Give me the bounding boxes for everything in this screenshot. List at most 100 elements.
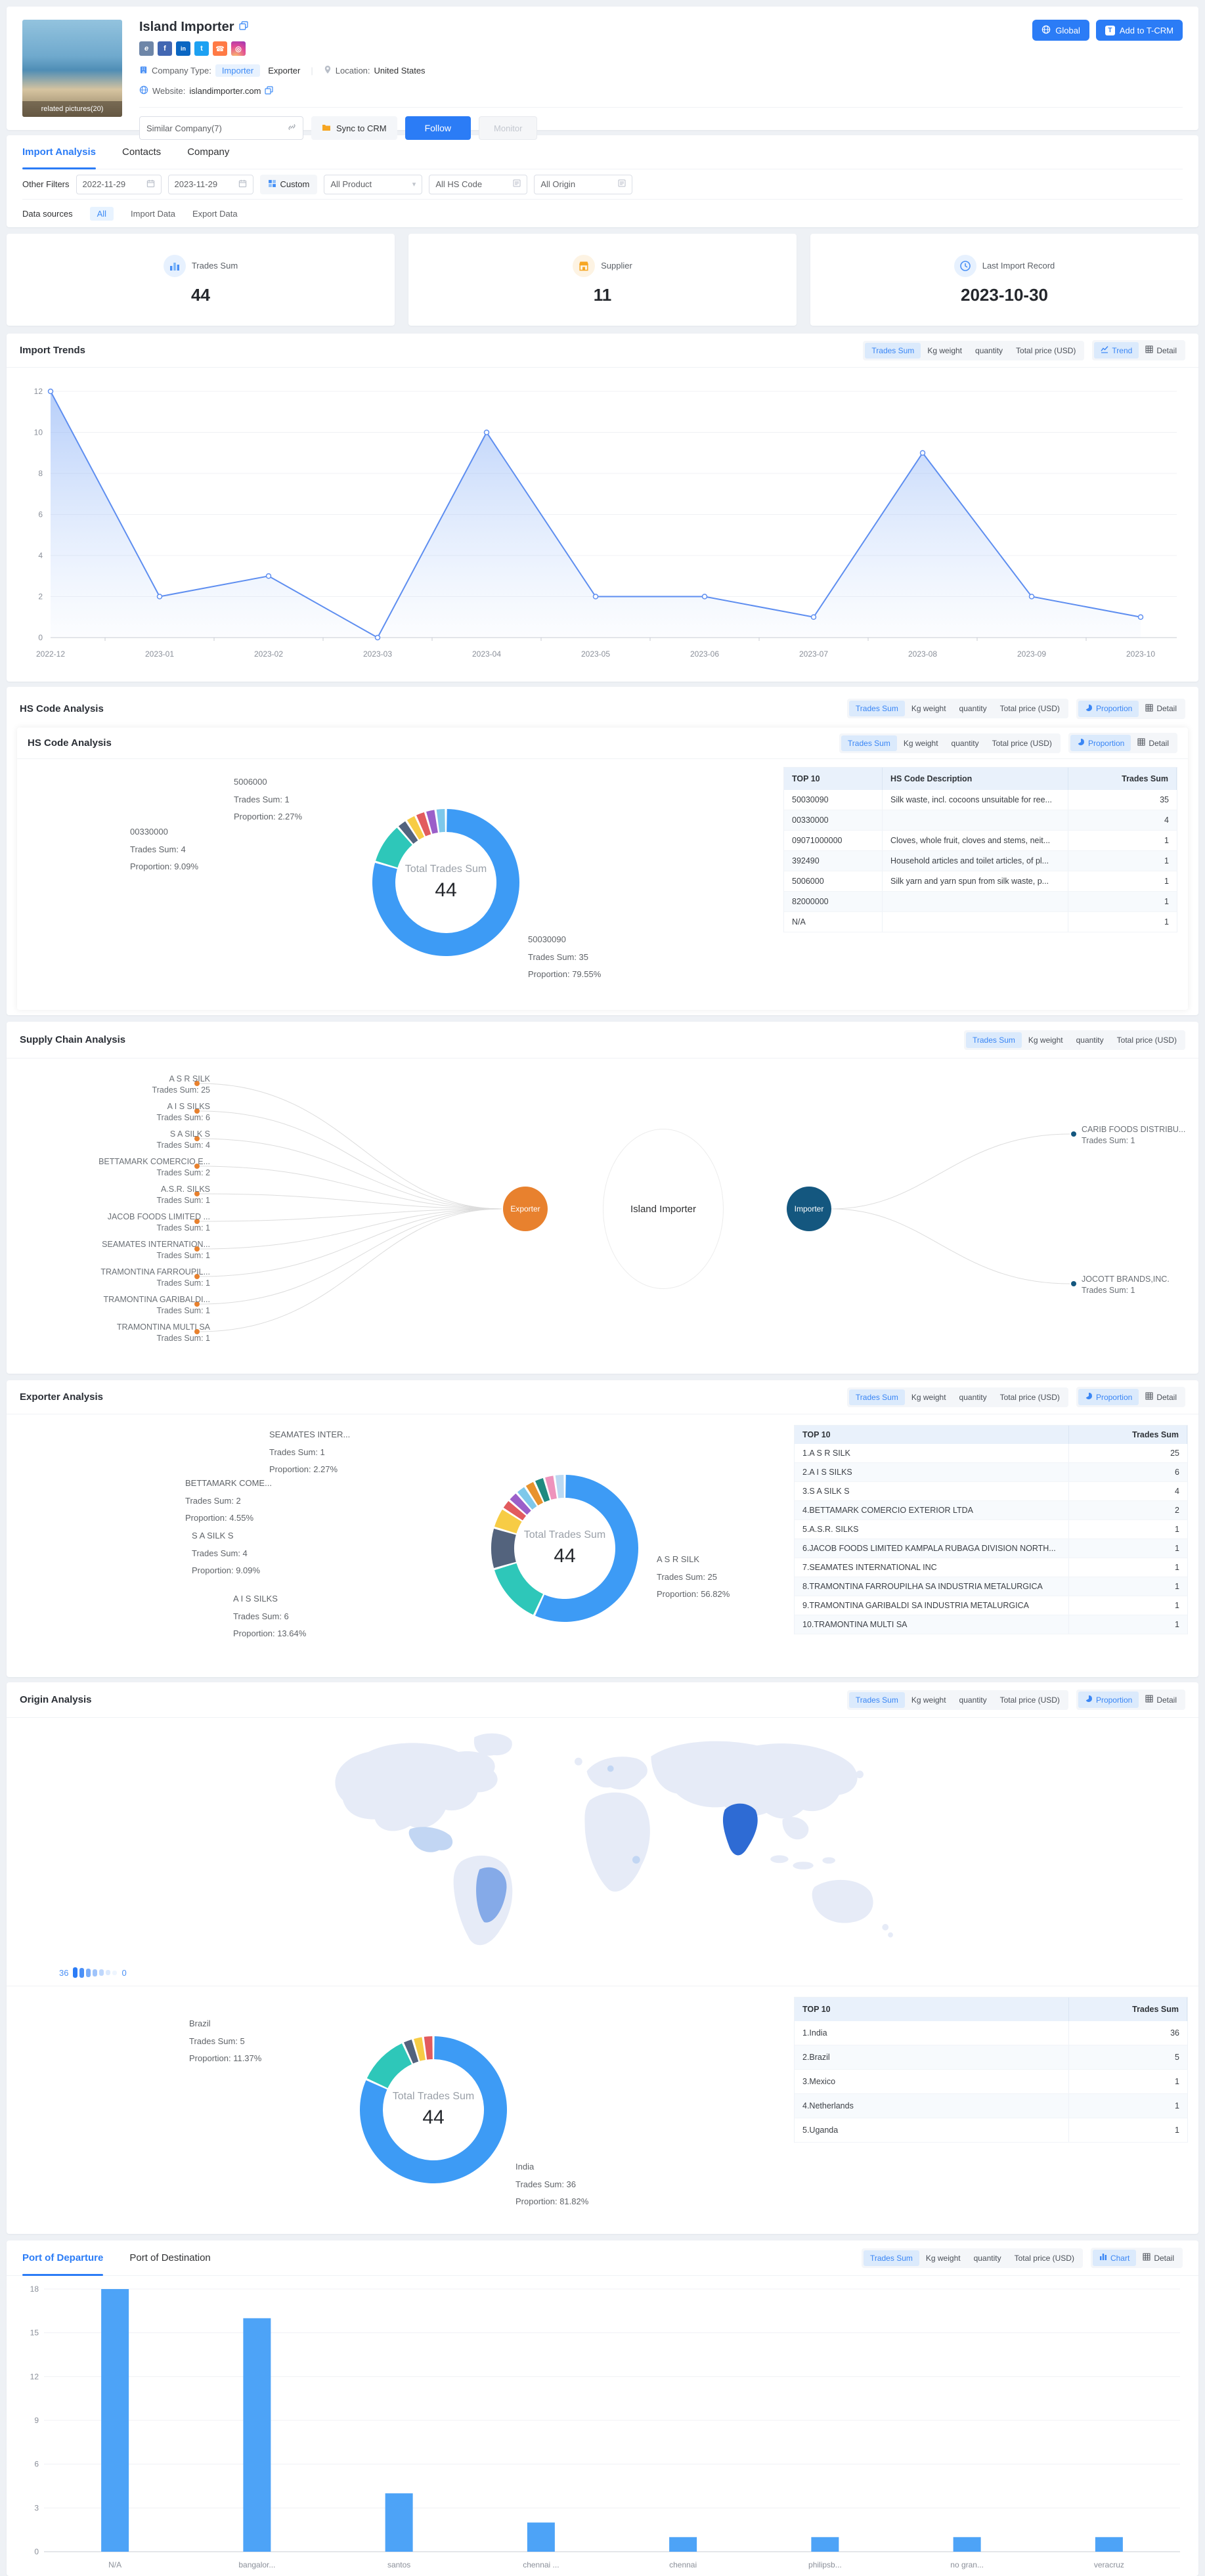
bar[interactable] <box>669 2537 697 2552</box>
copy-icon[interactable] <box>265 85 274 97</box>
source-export-data[interactable]: Export Data <box>192 208 238 219</box>
donut-slice[interactable] <box>491 1529 516 1568</box>
facebook-icon[interactable]: f <box>158 41 172 56</box>
donut-slice[interactable] <box>366 2043 412 2088</box>
view-btn-detail[interactable]: Detail <box>1139 1389 1183 1405</box>
website-social-icon[interactable]: e <box>139 41 154 56</box>
instagram-icon[interactable]: ◎ <box>231 41 246 56</box>
donut-slice[interactable] <box>555 1475 564 1498</box>
source-all[interactable]: All <box>89 206 114 221</box>
bar[interactable] <box>243 2318 271 2552</box>
metric-btn-quantity[interactable]: quantity <box>1076 1035 1104 1045</box>
linkedin-icon[interactable]: in <box>176 41 190 56</box>
view-btn-detail[interactable]: Detail <box>1139 701 1183 717</box>
company-photo[interactable]: related pictures(20) <box>22 20 122 117</box>
metric-btn-kg-weight[interactable]: Kg weight <box>925 2253 961 2263</box>
metric-btn-kg-weight[interactable]: Kg weight <box>1028 1035 1063 1045</box>
donut-slice[interactable] <box>535 1478 550 1502</box>
metric-btn-total-price-usd[interactable]: Total price (USD) <box>1014 2253 1074 2263</box>
supply-chain-exporter-item[interactable]: A S R SILK Trades Sum: 25 <box>152 1074 210 1095</box>
hs-code-filter-select[interactable]: All HS Code <box>429 174 528 194</box>
view-btn-proportion[interactable]: Proportion <box>1070 735 1131 751</box>
view-btn-detail[interactable]: Detail <box>1131 735 1175 751</box>
donut-slice[interactable] <box>436 809 445 833</box>
supply-chain-exporter-item[interactable]: A I S SILKS Trades Sum: 6 <box>156 1102 210 1122</box>
follow-button[interactable]: Follow <box>405 116 471 140</box>
add-to-tcrm-button[interactable]: T Add to T-CRM <box>1095 20 1183 41</box>
metric-btn-quantity[interactable]: quantity <box>959 1695 987 1705</box>
view-btn-proportion[interactable]: Proportion <box>1078 700 1139 717</box>
donut-slice[interactable] <box>424 2036 433 2060</box>
bar[interactable] <box>101 2289 129 2552</box>
tab-import-analysis[interactable]: Import Analysis <box>22 135 96 169</box>
metric-btn-total-price-usd[interactable]: Total price (USD) <box>999 1695 1060 1705</box>
bar[interactable] <box>953 2537 981 2552</box>
donut-slice[interactable] <box>535 1475 638 1622</box>
supply-chain-exporter-item[interactable]: TRAMONTINA GARIBALDI... Trades Sum: 1 <box>103 1295 210 1315</box>
metric-btn-quantity[interactable]: quantity <box>973 2253 1001 2263</box>
metric-btn-kg-weight[interactable]: Kg weight <box>903 738 938 748</box>
related-pictures-caption[interactable]: related pictures(20) <box>22 101 122 117</box>
donut-slice[interactable] <box>360 2036 507 2183</box>
product-filter-select[interactable]: All Product ▾ <box>324 174 423 194</box>
supply-chain-importer-item[interactable]: CARIB FOODS DISTRIBU... Trades Sum: 1 <box>1082 1125 1186 1145</box>
supply-chain-exporter-item[interactable]: TRAMONTINA MULTI SA Trades Sum: 1 <box>116 1322 210 1343</box>
metric-btn-total-price-usd[interactable]: Total price (USD) <box>999 704 1060 713</box>
origin-filter-select[interactable]: All Origin <box>534 174 633 194</box>
metric-btn-total-price-usd[interactable]: Total price (USD) <box>1016 345 1076 355</box>
supply-chain-exporter-item[interactable]: SEAMATES INTERNATION... Trades Sum: 1 <box>102 1240 210 1260</box>
phone-icon[interactable]: ☎ <box>213 41 227 56</box>
donut-slice[interactable] <box>503 1500 527 1521</box>
metric-btn-trades-sum[interactable]: Trades Sum <box>865 342 921 359</box>
view-btn-detail[interactable]: Detail <box>1139 342 1183 359</box>
world-map[interactable] <box>255 1723 951 1954</box>
metric-btn-quantity[interactable]: quantity <box>959 704 987 713</box>
donut-slice[interactable] <box>406 816 424 840</box>
supply-chain-exporter-item[interactable]: JACOB FOODS LIMITED ... Trades Sum: 1 <box>107 1212 210 1233</box>
view-btn-detail[interactable]: Detail <box>1139 1692 1183 1708</box>
donut-slice[interactable] <box>510 1493 531 1515</box>
website-value[interactable]: islandimporter.com <box>189 86 261 96</box>
donut-slice[interactable] <box>426 810 438 834</box>
company-type-exporter[interactable]: Exporter <box>268 66 301 76</box>
view-btn-trend[interactable]: Trend <box>1094 342 1139 359</box>
custom-range-button[interactable]: Custom <box>259 174 318 194</box>
view-btn-chart[interactable]: Chart <box>1092 2250 1137 2266</box>
bar[interactable] <box>1095 2537 1123 2552</box>
tab-company[interactable]: Company <box>187 146 230 158</box>
tab-port-of-departure[interactable]: Port of Departure <box>22 2240 104 2276</box>
donut-slice[interactable] <box>545 1475 557 1500</box>
metric-btn-quantity[interactable]: quantity <box>959 1392 987 1402</box>
source-import-data[interactable]: Import Data <box>131 208 175 219</box>
date-to-input[interactable]: 2023-11-29 <box>167 174 253 194</box>
view-btn-proportion[interactable]: Proportion <box>1078 1389 1139 1405</box>
sync-to-crm-button[interactable]: Sync to CRM <box>311 116 397 140</box>
date-from-input[interactable]: 2022-11-29 <box>76 174 162 194</box>
twitter-icon[interactable]: t <box>194 41 209 56</box>
importer-node[interactable]: Importer <box>787 1187 831 1231</box>
donut-slice[interactable] <box>376 827 412 868</box>
company-type-importer[interactable]: Importer <box>215 64 261 77</box>
donut-slice[interactable] <box>494 1509 522 1534</box>
global-button[interactable]: Global <box>1032 20 1089 41</box>
supply-chain-exporter-item[interactable]: S A SILK S Trades Sum: 4 <box>156 1129 210 1150</box>
metric-btn-trades-sum[interactable]: Trades Sum <box>863 2250 919 2266</box>
donut-slice[interactable] <box>372 809 519 956</box>
donut-slice[interactable] <box>414 2037 426 2061</box>
bar[interactable] <box>527 2522 555 2552</box>
donut-slice[interactable] <box>404 2040 419 2064</box>
metric-btn-total-price-usd[interactable]: Total price (USD) <box>992 738 1052 748</box>
view-btn-proportion[interactable]: Proportion <box>1078 1692 1139 1708</box>
exporter-node[interactable]: Exporter <box>503 1187 548 1231</box>
metric-btn-trades-sum[interactable]: Trades Sum <box>965 1032 1022 1048</box>
supply-chain-exporter-item[interactable]: A.S.R. SILKS Trades Sum: 1 <box>156 1185 210 1205</box>
metric-btn-trades-sum[interactable]: Trades Sum <box>848 1692 905 1708</box>
metric-btn-total-price-usd[interactable]: Total price (USD) <box>999 1392 1060 1402</box>
supply-chain-exporter-item[interactable]: BETTAMARK COMERCIO E... Trades Sum: 2 <box>99 1157 210 1177</box>
metric-btn-kg-weight[interactable]: Kg weight <box>911 1392 946 1402</box>
tab-contacts[interactable]: Contacts <box>121 146 162 158</box>
metric-btn-trades-sum[interactable]: Trades Sum <box>841 735 897 751</box>
donut-slice[interactable] <box>416 812 431 837</box>
metric-btn-kg-weight[interactable]: Kg weight <box>911 704 946 713</box>
tab-port-of-destination[interactable]: Port of Destination <box>129 2252 211 2263</box>
